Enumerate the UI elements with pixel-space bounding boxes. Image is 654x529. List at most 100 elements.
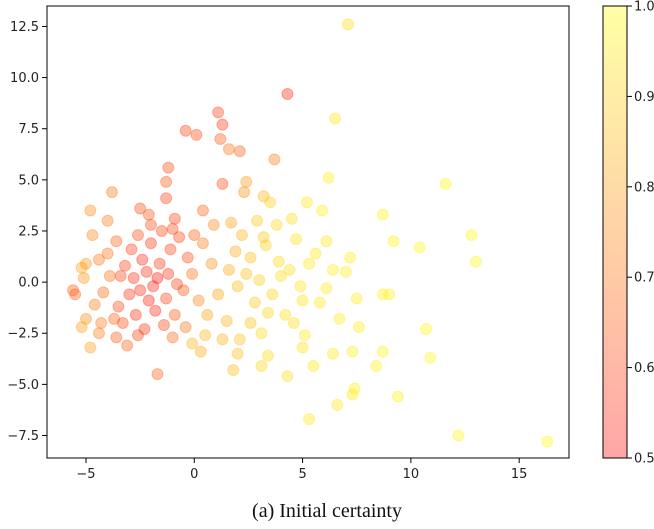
scatter-point [201, 308, 214, 321]
scatter-point [151, 368, 164, 381]
scatter-point [196, 237, 209, 250]
scatter-point [233, 145, 246, 158]
scatter-point [255, 327, 268, 340]
scatter-point [307, 359, 320, 372]
colorbar-tick-label: 0.8 [634, 180, 654, 195]
scatter-point [88, 298, 101, 311]
scatter-point [303, 413, 316, 426]
scatter-point [164, 243, 177, 256]
scatter-point [309, 247, 322, 260]
scatter-point [469, 255, 482, 268]
scatter-point [272, 255, 285, 268]
y-axis: −7.5 −5.0 −2.5 0.0 2.5 5.0 7.5 10.0 12.5 [7, 20, 47, 444]
scatter-point [329, 112, 342, 125]
colorbar-axis: 0.5 0.6 0.7 0.8 0.9 1.0 [627, 0, 654, 467]
scatter-point [268, 153, 281, 166]
scatter-point [177, 284, 190, 297]
scatter-point [285, 212, 298, 225]
scatter-point [376, 345, 389, 358]
scatter-point [257, 231, 270, 244]
scatter-point [105, 186, 118, 199]
scatter-point [346, 345, 359, 358]
scatter-point [257, 190, 270, 203]
scatter-point [266, 288, 279, 301]
scatter-point [214, 132, 227, 145]
scatter-point [216, 118, 229, 131]
scatter-point [84, 341, 97, 354]
scatter-point [339, 265, 352, 278]
colorbar [602, 5, 628, 459]
scatter-point [216, 177, 229, 190]
x-tick-label: 0 [190, 467, 198, 482]
scatter-point [131, 329, 144, 342]
scatter-point [240, 267, 253, 280]
scatter-point [387, 235, 400, 248]
scatter-point [142, 208, 155, 221]
y-tick-label: −5.0 [7, 378, 39, 393]
scatter-point [142, 294, 155, 307]
scatter-point [92, 327, 105, 340]
scatter-point [253, 274, 266, 287]
scatter-point [251, 214, 264, 227]
scatter-point [231, 347, 244, 360]
scatter-point [287, 317, 300, 330]
scatter-point [244, 251, 257, 264]
scatter-point [192, 294, 205, 307]
x-axis: −5 0 5 10 15 [76, 458, 527, 482]
scatter-point [294, 280, 307, 293]
scatter-point [370, 359, 383, 372]
colorbar-tick-label: 1.0 [634, 0, 654, 15]
scatter-point [79, 312, 92, 325]
scatter-point [140, 265, 153, 278]
colorbar-tick-label: 0.9 [634, 90, 654, 105]
scatter-point [413, 241, 426, 254]
scatter-point [160, 175, 173, 188]
scatter-point [303, 257, 316, 270]
scatter-point [333, 312, 346, 325]
y-tick-label: −2.5 [7, 327, 39, 342]
scatter-point [439, 177, 452, 190]
scatter-point [261, 306, 274, 319]
scatter-point [186, 267, 199, 280]
figure-caption: (a) Initial certainty [252, 500, 402, 522]
scatter-point [101, 247, 114, 260]
scatter-point [155, 224, 168, 237]
scatter-point [424, 351, 437, 364]
scatter-point [316, 204, 329, 217]
scatter-point [235, 229, 248, 242]
scatter-point [149, 304, 162, 317]
scatter-point [222, 143, 235, 156]
scatter-point [326, 263, 339, 276]
scatter-point [342, 18, 355, 31]
scatter-point [147, 280, 160, 293]
scatter-point [79, 257, 92, 270]
scatter-point [240, 175, 253, 188]
scatter-point [320, 235, 333, 248]
scatter-point [259, 239, 272, 252]
plot-area-frame [46, 5, 570, 459]
y-tick-label: 7.5 [18, 122, 39, 137]
scatter-point [134, 202, 147, 215]
scatter-point [69, 288, 82, 301]
scatter-point [110, 331, 123, 344]
scatter-point [160, 292, 173, 305]
scatter-point [168, 212, 181, 225]
scatter-point [84, 204, 97, 217]
scatter-point [352, 321, 365, 334]
scatter-point [326, 347, 339, 360]
scatter-point [452, 429, 465, 442]
x-tick-label: 5 [298, 467, 306, 482]
scatter-point [103, 269, 116, 282]
y-tick-label: 10.0 [10, 71, 39, 86]
scatter-point [151, 272, 164, 285]
scatter-point [144, 218, 157, 231]
scatter-point [166, 331, 179, 344]
scatter-point [465, 229, 478, 242]
scatter-point [127, 272, 140, 285]
scatter-point [222, 263, 235, 276]
y-tick-label: 0.0 [18, 276, 39, 291]
scatter-point [66, 284, 79, 297]
scatter-point [238, 186, 251, 199]
scatter-point [420, 323, 433, 336]
scatter-point [264, 196, 277, 209]
